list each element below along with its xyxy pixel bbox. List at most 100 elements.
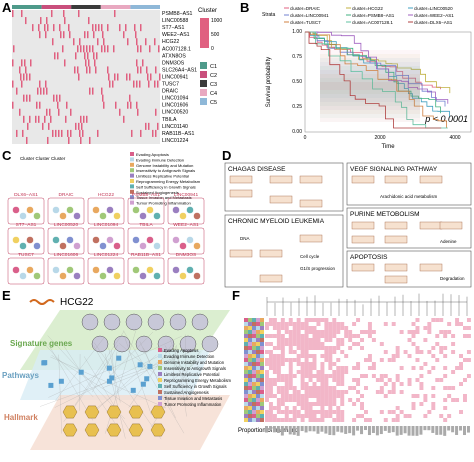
heat-cell xyxy=(62,45,64,52)
heat-cell xyxy=(54,52,56,59)
heat-cell xyxy=(293,322,297,326)
heat-cell xyxy=(364,330,368,334)
annot-cell xyxy=(252,402,256,406)
heat-cell xyxy=(277,418,281,422)
heat-cell xyxy=(58,130,60,137)
heat-cell xyxy=(73,38,75,45)
annot-cell xyxy=(252,322,256,326)
heat-cell xyxy=(297,354,301,358)
heat-cell xyxy=(265,334,269,338)
heat-cell xyxy=(348,334,352,338)
proportion-bar xyxy=(269,426,272,430)
annot-cell xyxy=(244,394,248,398)
heat-cell xyxy=(107,45,109,52)
heat-cell xyxy=(360,330,364,334)
heat-cell xyxy=(289,330,293,334)
proportion-bar xyxy=(459,426,462,431)
heat-cell xyxy=(57,102,59,109)
legend-key xyxy=(130,179,134,183)
gene-node xyxy=(440,222,462,229)
heat-cell xyxy=(277,386,281,390)
heat-cell xyxy=(316,418,320,422)
heat-cell xyxy=(277,326,281,330)
heat-cell xyxy=(332,350,336,354)
annot-cell xyxy=(256,382,260,386)
cluster-label: LINC00520 xyxy=(54,222,79,228)
heat-cell xyxy=(289,350,293,354)
proportion-bar xyxy=(415,426,418,436)
gene-node xyxy=(352,222,374,229)
heat-cell xyxy=(384,382,388,386)
gene-label: ATXN8OS xyxy=(162,53,186,59)
heat-cell xyxy=(265,418,269,422)
legend-key xyxy=(158,378,162,382)
heat-cell xyxy=(297,402,301,406)
gene-label: LINC00588 xyxy=(162,18,188,24)
heat-cell xyxy=(50,116,52,123)
heat-cell xyxy=(269,414,273,418)
legend-label: Insensitivity to Antigrowth Signals xyxy=(136,168,195,173)
heat-cell xyxy=(431,394,435,398)
heat-cell xyxy=(415,350,419,354)
heat-cell xyxy=(412,394,416,398)
heat-cell xyxy=(285,374,289,378)
heat-cell xyxy=(273,354,277,358)
heat-cell xyxy=(65,116,67,123)
heat-cell xyxy=(26,95,28,102)
heat-cell xyxy=(400,382,404,386)
legend-label: Reprogramming Energy Metabolism xyxy=(136,179,201,184)
heat-cell xyxy=(281,390,285,394)
heat-cell xyxy=(336,366,340,370)
annot-cell xyxy=(248,418,252,422)
pie xyxy=(53,207,60,214)
heat-cell xyxy=(328,346,332,350)
pie xyxy=(114,273,121,280)
heat-cell xyxy=(293,374,297,378)
heat-cell xyxy=(129,95,131,102)
heat-cell xyxy=(309,418,313,422)
heat-cell xyxy=(37,88,39,95)
heat-cell xyxy=(332,370,336,374)
annot-cell xyxy=(248,374,252,378)
legend-key xyxy=(130,168,134,172)
pie xyxy=(93,207,100,214)
heat-cell xyxy=(44,24,46,31)
heat-cell xyxy=(265,414,269,418)
heat-cell xyxy=(356,318,360,322)
heat-cell xyxy=(43,88,45,95)
cluster-label: DNM3OS xyxy=(176,252,197,258)
heat-cell xyxy=(297,414,301,418)
heat-cell xyxy=(431,406,435,410)
heat-cell xyxy=(273,366,277,370)
heat-cell xyxy=(459,366,463,370)
heat-cell xyxy=(125,24,127,31)
heat-cell xyxy=(93,52,95,59)
pie xyxy=(180,213,187,220)
pie xyxy=(34,213,41,220)
heat-cell xyxy=(57,52,59,59)
y-label: Survival probability xyxy=(266,57,272,107)
heat-cell xyxy=(277,370,281,374)
heat-cell xyxy=(140,45,142,52)
cluster-bar xyxy=(101,5,131,9)
heat-cell xyxy=(158,45,160,52)
pie xyxy=(154,243,161,250)
proportion-bar xyxy=(324,426,327,434)
heat-cell xyxy=(305,414,309,418)
heat-cell xyxy=(301,370,305,374)
heat-cell xyxy=(293,410,297,414)
annot-cell xyxy=(260,346,264,350)
pathway-node xyxy=(79,370,84,375)
heat-cell xyxy=(97,130,99,137)
heat-cell xyxy=(324,346,328,350)
heat-cell xyxy=(309,354,313,358)
heat-cell xyxy=(360,414,364,418)
annot-cell xyxy=(256,346,260,350)
pie xyxy=(173,237,180,244)
heat-cell xyxy=(297,338,301,342)
heat-cell xyxy=(86,116,88,123)
heat-cell xyxy=(140,130,142,137)
annot-cell xyxy=(260,370,264,374)
pathway-node xyxy=(147,364,152,369)
legend-key xyxy=(158,360,162,364)
